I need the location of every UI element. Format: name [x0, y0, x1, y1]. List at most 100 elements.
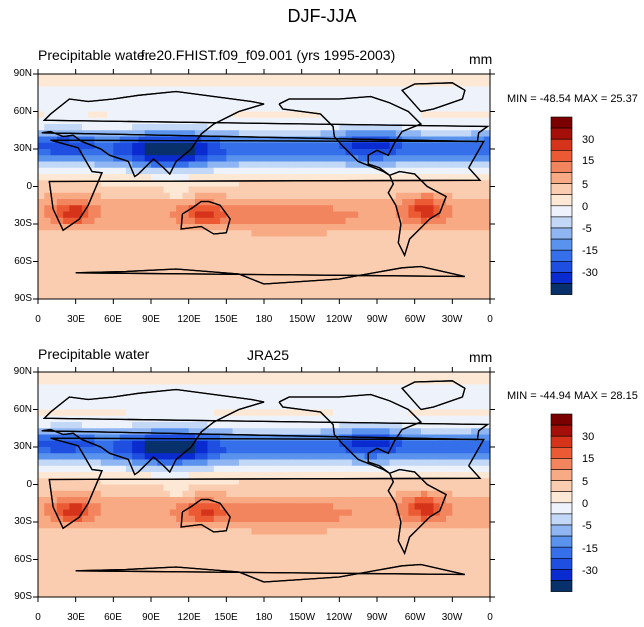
heatmap-cell — [245, 192, 253, 200]
heatmap-cell — [113, 459, 121, 467]
heatmap-cell — [257, 117, 265, 125]
heatmap-cell — [389, 86, 397, 94]
heatmap-cell — [414, 92, 422, 100]
heatmap-cell — [63, 472, 70, 479]
heatmap-cell — [38, 130, 45, 138]
heatmap-cell — [370, 403, 378, 411]
heatmap-cell — [257, 92, 265, 100]
heatmap-cell — [176, 74, 183, 81]
heatmap-cell — [151, 149, 158, 156]
heatmap-cell — [264, 459, 271, 467]
heatmap-cell — [63, 397, 70, 404]
heatmap-cell — [358, 261, 366, 269]
heatmap-cell — [226, 111, 234, 119]
heatmap-cell — [464, 111, 472, 119]
heatmap-cell — [132, 292, 140, 299]
heatmap-cell — [264, 167, 271, 175]
heatmap-cell — [119, 192, 127, 200]
heatmap-cell — [138, 255, 146, 263]
heatmap-cell — [163, 86, 171, 94]
heatmap-cell — [345, 161, 353, 169]
heatmap-cell — [163, 199, 171, 206]
heatmap-cell — [138, 397, 146, 404]
heatmap-cell — [188, 540, 196, 548]
heatmap-cell — [50, 553, 58, 561]
heatmap-cell — [377, 274, 384, 281]
heatmap-cell — [333, 92, 340, 100]
heatmap-cell — [326, 584, 334, 592]
heatmap-cell — [389, 230, 397, 238]
heatmap-cell — [471, 167, 479, 175]
heatmap-cell — [345, 515, 353, 523]
heatmap-cell — [351, 472, 359, 479]
heatmap-cell — [257, 497, 265, 504]
heatmap-cell — [276, 174, 284, 181]
heatmap-cell — [81, 540, 89, 548]
heatmap-cell — [163, 230, 171, 238]
heatmap-cell — [194, 397, 202, 404]
heatmap-cell — [176, 403, 183, 411]
heatmap-cell — [75, 403, 83, 411]
heatmap-cell — [395, 509, 403, 517]
heatmap-cell — [238, 205, 246, 213]
heatmap-cell — [81, 453, 89, 461]
heatmap-cell — [125, 453, 133, 461]
heatmap-cell — [370, 74, 378, 81]
heatmap-cell — [351, 280, 359, 288]
heatmap-cell — [276, 149, 284, 156]
heatmap-cell — [251, 559, 259, 567]
heatmap-cell — [194, 509, 202, 517]
heatmap-cell — [471, 280, 479, 288]
heatmap-cell — [194, 192, 202, 200]
heatmap-cell — [408, 74, 416, 81]
heatmap-cell — [100, 522, 108, 529]
heatmap-cell — [100, 465, 108, 473]
heatmap-cell — [163, 142, 171, 150]
heatmap-cell — [207, 478, 215, 486]
heatmap-cell — [364, 117, 372, 125]
heatmap-cell — [107, 484, 114, 492]
heatmap-cell — [483, 286, 490, 294]
heatmap-cell — [389, 497, 397, 504]
heatmap-cell — [433, 74, 441, 81]
heatmap-cell — [63, 80, 70, 88]
heatmap-cell — [446, 186, 453, 194]
heatmap-cell — [69, 186, 77, 194]
heatmap-cell — [132, 111, 140, 119]
heatmap-cell — [169, 403, 177, 411]
heatmap-cell — [182, 255, 190, 263]
heatmap-cell — [226, 292, 234, 299]
heatmap-cell — [207, 105, 215, 113]
heatmap-cell — [75, 267, 83, 275]
heatmap-cell — [182, 440, 190, 448]
heatmap-cell — [408, 453, 416, 461]
heatmap-cell — [364, 547, 372, 554]
heatmap-cell — [207, 280, 215, 288]
heatmap-cell — [370, 105, 378, 113]
heatmap-cell — [314, 490, 322, 498]
heatmap-cell — [282, 224, 290, 231]
heatmap-cell — [420, 155, 428, 163]
heatmap-cell — [314, 397, 322, 404]
heatmap-cell — [194, 559, 202, 567]
heatmap-cell — [132, 99, 140, 106]
heatmap-cell — [289, 117, 296, 125]
heatmap-cell — [63, 584, 70, 592]
heatmap-cell — [402, 378, 409, 386]
heatmap-cell — [44, 515, 52, 523]
heatmap-cell — [50, 199, 58, 206]
heatmap-cell — [182, 180, 190, 188]
heatmap-cell — [182, 490, 190, 498]
heatmap-cell — [339, 409, 347, 417]
heatmap-cell — [56, 422, 64, 429]
heatmap-cell — [226, 578, 234, 586]
heatmap-cell — [295, 205, 303, 213]
heatmap-cell — [339, 378, 347, 386]
heatmap-cell — [427, 372, 435, 379]
heatmap-cell — [314, 372, 322, 379]
heatmap-cell — [333, 192, 340, 200]
heatmap-cell — [358, 199, 366, 206]
heatmap-cell — [364, 199, 372, 206]
heatmap-cell — [238, 584, 246, 592]
heatmap-cell — [364, 292, 372, 299]
